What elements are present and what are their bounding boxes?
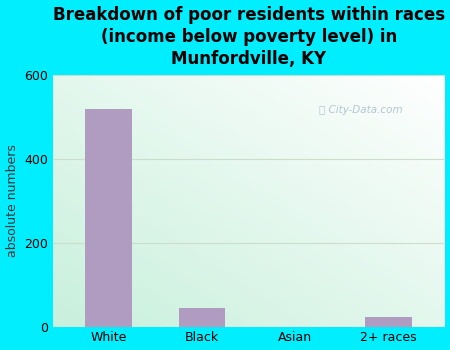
Bar — [86, 108, 132, 327]
Y-axis label: absolute numbers: absolute numbers — [5, 145, 18, 257]
Text: ⓘ City-Data.com: ⓘ City-Data.com — [319, 105, 403, 115]
Title: Breakdown of poor residents within races
(income below poverty level) in
Munford: Breakdown of poor residents within races… — [53, 6, 445, 68]
Bar — [365, 317, 412, 327]
Bar — [179, 308, 225, 327]
